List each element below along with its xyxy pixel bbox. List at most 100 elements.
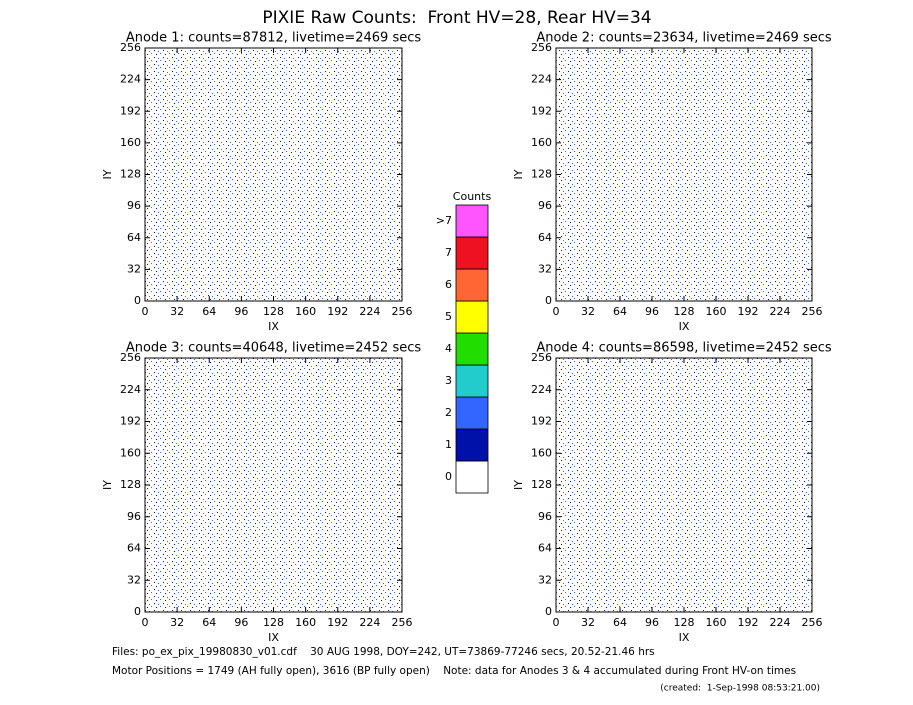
y-tick-label: 128 (120, 478, 141, 491)
y-tick-label: 256 (531, 351, 552, 364)
x-tick-label: 32 (581, 305, 595, 318)
x-tick-label: 160 (295, 616, 316, 629)
footer-files: Files: po_ex_pix_19980830_v01.cdf 30 AUG… (112, 646, 655, 658)
y-axis-label: IY (512, 480, 525, 490)
colorbar-swatch (455, 204, 489, 238)
colorbar-label: >7 (436, 214, 452, 227)
y-tick-label: 0 (134, 294, 141, 307)
y-tick-label: 128 (120, 168, 141, 181)
y-tick-label: 64 (538, 542, 552, 555)
colorbar-label: 3 (445, 374, 452, 387)
colorbar-swatch (455, 396, 489, 430)
x-tick-label: 192 (738, 616, 759, 629)
y-tick-label: 224 (120, 73, 141, 86)
y-tick-label: 128 (531, 478, 552, 491)
y-tick-label: 32 (538, 262, 552, 275)
colorbar-swatch (455, 332, 489, 366)
colorbar-label: 7 (445, 246, 452, 259)
y-tick-label: 64 (538, 231, 552, 244)
x-tick-label: 64 (613, 616, 627, 629)
x-tick-label: 160 (706, 616, 727, 629)
y-tick-label: 224 (120, 383, 141, 396)
y-tick-label: 96 (538, 510, 552, 523)
y-tick-label: 224 (531, 383, 552, 396)
x-tick-label: 160 (295, 305, 316, 318)
x-tick-label: 96 (234, 305, 248, 318)
pixel-map (144, 357, 403, 613)
x-tick-label: 32 (581, 616, 595, 629)
x-tick-label: 64 (202, 305, 216, 318)
colorbar-label: 1 (445, 438, 452, 451)
x-tick-label: 96 (645, 305, 659, 318)
y-tick-label: 96 (538, 199, 552, 212)
colorbar-label: 5 (445, 310, 452, 323)
y-tick-label: 160 (120, 446, 141, 459)
x-tick-label: 224 (359, 616, 380, 629)
x-tick-label: 224 (770, 616, 791, 629)
y-tick-label: 32 (127, 573, 141, 586)
y-tick-label: 0 (134, 605, 141, 618)
x-axis-label: IX (679, 631, 690, 644)
x-axis-label: IX (679, 320, 690, 333)
y-tick-label: 64 (127, 542, 141, 555)
x-tick-label: 192 (738, 305, 759, 318)
footer-created: (created: 1-Sep-1998 08:53:21.00) (660, 684, 820, 694)
y-tick-label: 96 (127, 199, 141, 212)
y-tick-label: 192 (531, 104, 552, 117)
x-tick-label: 128 (263, 616, 284, 629)
y-tick-label: 160 (120, 136, 141, 149)
panel-title: Anode 4: counts=86598, livetime=2452 sec… (536, 341, 832, 356)
y-tick-label: 160 (531, 136, 552, 149)
y-tick-label: 32 (127, 262, 141, 275)
y-tick-label: 32 (538, 573, 552, 586)
y-tick-label: 192 (531, 415, 552, 428)
y-tick-label: 192 (120, 104, 141, 117)
x-tick-label: 256 (392, 305, 413, 318)
x-tick-label: 0 (142, 616, 149, 629)
y-tick-label: 256 (120, 351, 141, 364)
x-tick-label: 224 (359, 305, 380, 318)
colorbar-label: 6 (445, 278, 452, 291)
colorbar-swatch (455, 428, 489, 462)
panel-title: Anode 3: counts=40648, livetime=2452 sec… (126, 341, 422, 356)
colorbar-swatch (455, 268, 489, 302)
x-tick-label: 64 (613, 305, 627, 318)
y-tick-label: 256 (120, 41, 141, 54)
x-tick-label: 64 (202, 616, 216, 629)
y-tick-label: 160 (531, 446, 552, 459)
y-tick-label: 0 (545, 294, 552, 307)
x-axis-label: IX (268, 320, 279, 333)
x-tick-label: 256 (802, 305, 823, 318)
x-tick-label: 128 (674, 305, 695, 318)
panel-title: Anode 1: counts=87812, livetime=2469 sec… (126, 31, 422, 46)
y-axis-label: IY (101, 169, 114, 179)
pixel-map (555, 47, 813, 302)
x-tick-label: 160 (706, 305, 727, 318)
y-tick-label: 0 (545, 605, 552, 618)
x-tick-label: 32 (170, 616, 184, 629)
y-tick-label: 256 (531, 41, 552, 54)
x-tick-label: 128 (674, 616, 695, 629)
page-title: PIXIE Raw Counts: Front HV=28, Rear HV=3… (262, 8, 651, 28)
x-tick-label: 0 (142, 305, 149, 318)
x-tick-label: 224 (770, 305, 791, 318)
colorbar-label: 4 (445, 342, 452, 355)
x-tick-label: 192 (327, 305, 348, 318)
x-tick-label: 32 (170, 305, 184, 318)
colorbar-swatch (455, 300, 489, 334)
pixel-map (555, 357, 813, 613)
x-tick-label: 256 (802, 616, 823, 629)
x-tick-label: 128 (263, 305, 284, 318)
y-tick-label: 128 (531, 168, 552, 181)
x-tick-label: 0 (553, 616, 560, 629)
y-axis-label: IY (101, 480, 114, 490)
x-tick-label: 96 (645, 616, 659, 629)
x-tick-label: 192 (327, 616, 348, 629)
colorbar-label: 2 (445, 406, 452, 419)
footer-note: Motor Positions = 1749 (AH fully open), … (112, 665, 796, 677)
y-tick-label: 96 (127, 510, 141, 523)
x-tick-label: 0 (553, 305, 560, 318)
panel-title: Anode 2: counts=23634, livetime=2469 sec… (536, 31, 832, 46)
y-tick-label: 192 (120, 415, 141, 428)
